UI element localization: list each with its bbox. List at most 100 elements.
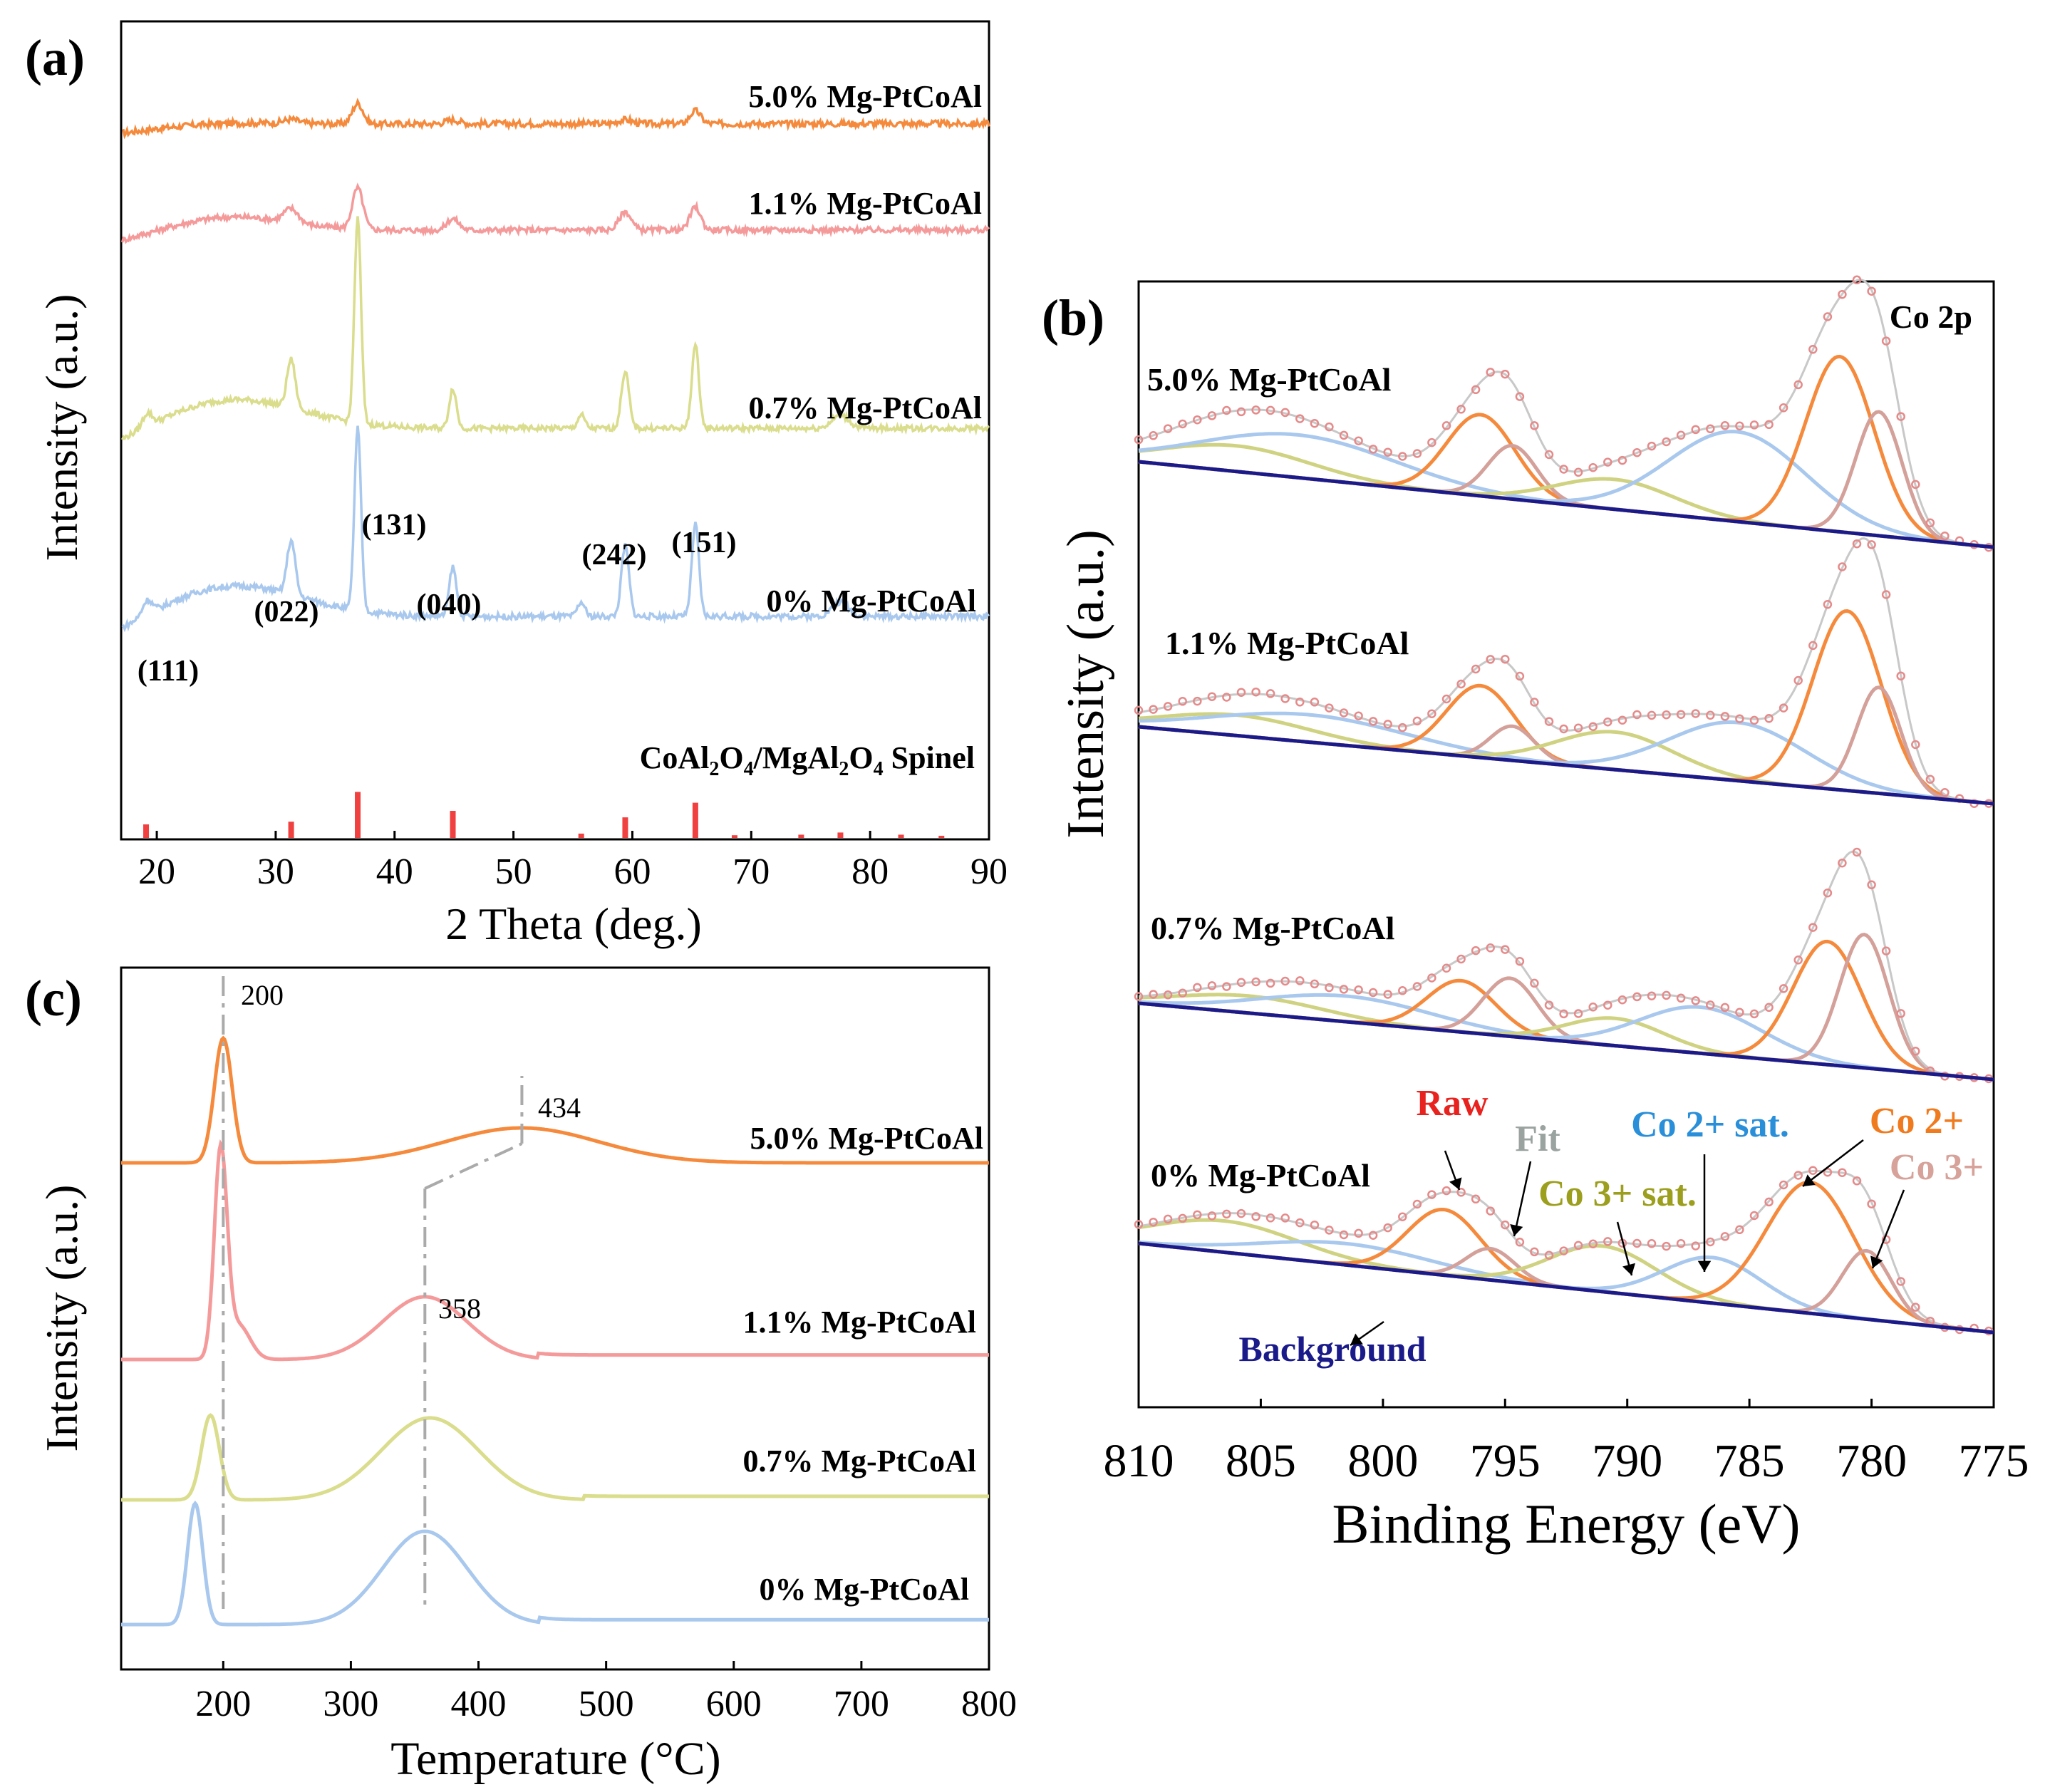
xps-component-co3_high-0 xyxy=(1138,444,1992,549)
xps-raw-point xyxy=(1280,408,1290,418)
xps-raw-point xyxy=(1749,715,1759,725)
xps-raw-point xyxy=(1456,954,1466,964)
xps-fit-3 xyxy=(1138,1169,1992,1334)
xps-raw-point xyxy=(1573,467,1583,477)
xps-raw-point xyxy=(1515,392,1525,401)
xps-raw-point xyxy=(1940,531,1950,541)
panel-b-x-tick-label-800: 800 xyxy=(1347,1435,1418,1487)
panel-b-x-axis-label: Binding Energy (eV) xyxy=(1332,1493,1800,1555)
xps-raw-point xyxy=(1838,562,1847,571)
xps-raw-point xyxy=(1911,740,1920,750)
panel-b-frame xyxy=(1137,280,1995,1409)
xps-component-co3_low-1 xyxy=(1138,685,1992,806)
xps-raw-point xyxy=(1632,710,1642,720)
xps-raw-point xyxy=(1325,703,1334,713)
peak-annotation-200: 200 xyxy=(241,979,284,1011)
legend-pointer-head-6 xyxy=(1350,1333,1363,1345)
legend-pointer-4 xyxy=(1802,1139,1864,1187)
xps-raw-point xyxy=(1207,692,1217,701)
panel-b-x-tick-label-810: 810 xyxy=(1104,1435,1174,1487)
xps-raw-point xyxy=(1676,430,1686,440)
xps-raw-point xyxy=(1427,437,1436,447)
panel-c-y-axis-label: Intensity (a.u.) xyxy=(36,1185,87,1452)
panel-c-series-label-2: 0.7% Mg-PtCoAl xyxy=(743,1444,977,1478)
xps-raw-point xyxy=(1427,973,1436,983)
xps-raw-point xyxy=(1632,1238,1642,1248)
xps-raw-point xyxy=(1163,990,1173,1000)
panel-c-x-axis: 200 300 400 500 600 700 800 xyxy=(195,1661,1017,1724)
xps-raw-point xyxy=(1559,465,1568,474)
xps-raw-point xyxy=(1354,1228,1363,1238)
xps-raw-point xyxy=(1339,985,1349,994)
xps-raw-point xyxy=(1793,955,1803,965)
xps-raw-point xyxy=(1134,705,1144,715)
panel-c-x-tick-label-500: 500 xyxy=(579,1684,634,1724)
panel-c-x-tick-label-800: 800 xyxy=(961,1684,1017,1724)
xps-raw-point xyxy=(1793,380,1803,390)
xps-raw-point xyxy=(1456,679,1466,689)
reference-bar-7 xyxy=(731,835,737,838)
panel-c-series-label-1: 1.1% Mg-PtCoAl xyxy=(743,1305,977,1340)
panel-a-x-tick-label-40: 40 xyxy=(376,851,413,892)
reference-bar-4 xyxy=(578,833,584,838)
xps-raw-point xyxy=(1515,671,1525,681)
xps-raw-point xyxy=(1310,418,1320,428)
xps-raw-point xyxy=(1662,990,1671,1000)
xps-raw-point xyxy=(1647,710,1657,720)
xps-sample-3 xyxy=(1134,1166,1994,1336)
tpr-series-1 xyxy=(121,1139,989,1362)
xps-raw-point xyxy=(1295,1218,1305,1228)
xps-raw-point xyxy=(1280,694,1290,703)
panel-a-x-tick-label-50: 50 xyxy=(495,851,532,892)
xps-raw-point xyxy=(1427,1190,1436,1199)
panel-c-guide-lines xyxy=(222,976,524,1609)
xps-raw-point xyxy=(1295,976,1305,985)
xps-raw-point xyxy=(1544,1000,1554,1010)
xps-raw-point xyxy=(1236,978,1246,988)
xps-raw-point xyxy=(1588,462,1598,472)
panel-b-sample-label-0: 5.0% Mg-PtCoAl xyxy=(1147,361,1391,398)
xps-raw-point xyxy=(1339,430,1349,440)
panel-c-x-tick-label-300: 300 xyxy=(323,1684,378,1724)
xrd-series-1 xyxy=(121,182,990,244)
xps-raw-point xyxy=(1222,1209,1231,1219)
xps-raw-point xyxy=(1662,437,1671,447)
xps-raw-point xyxy=(1178,1213,1187,1223)
xps-background-3 xyxy=(1138,1241,1994,1335)
panel-a: (a) 20 30 40 50 60 70 80 90 5.0% Mg-PtCoAl 1.1%… xyxy=(25,20,1008,949)
xps-raw-point xyxy=(1838,289,1847,299)
xps-raw-point xyxy=(1412,716,1422,726)
xps-raw-point xyxy=(1764,714,1774,723)
legend-co3-sat: Co 3+ sat. xyxy=(1538,1174,1697,1214)
panel-a-x-tick-label-90: 90 xyxy=(970,851,1008,892)
reference-pattern-label: CoAl2O4/MgAl2O4 Spinel xyxy=(640,740,975,780)
xps-raw-point xyxy=(1911,1047,1920,1056)
xps-raw-point xyxy=(1236,407,1246,417)
xps-raw-point xyxy=(1735,714,1744,723)
panel-b-sample-label-3: 0% Mg-PtCoAl xyxy=(1151,1157,1370,1193)
xps-raw-point xyxy=(1691,425,1700,435)
xps-raw-point xyxy=(1603,717,1612,727)
panel-a-x-axis-label: 2 Theta (deg.) xyxy=(445,898,702,949)
xps-raw-point xyxy=(1617,995,1627,1005)
xps-raw-point xyxy=(1647,991,1657,1000)
xps-raw-point xyxy=(1764,1003,1774,1012)
xps-raw-point xyxy=(1178,697,1187,706)
xps-raw-point xyxy=(1178,419,1187,429)
xps-raw-point xyxy=(1486,943,1495,953)
xps-raw-point xyxy=(1163,424,1173,433)
xps-raw-point xyxy=(1163,1214,1173,1224)
xps-raw-point xyxy=(1207,1211,1217,1221)
xps-raw-point xyxy=(1706,1237,1715,1247)
xps-component-co2_sat_high-1 xyxy=(1138,711,1992,806)
xps-component-co2_main_high-3 xyxy=(1138,1207,1992,1335)
xps-raw-point xyxy=(1368,988,1378,998)
xps-raw-point xyxy=(1398,986,1407,995)
xps-raw-point xyxy=(1573,1009,1583,1018)
xps-raw-point xyxy=(1207,981,1217,990)
xps-raw-point xyxy=(1588,1003,1598,1012)
xps-raw-point xyxy=(1134,1220,1144,1229)
xps-raw-point xyxy=(1706,424,1715,434)
peak-annotation-151: (151) xyxy=(672,527,737,559)
legend-fit: Fit xyxy=(1515,1119,1560,1159)
